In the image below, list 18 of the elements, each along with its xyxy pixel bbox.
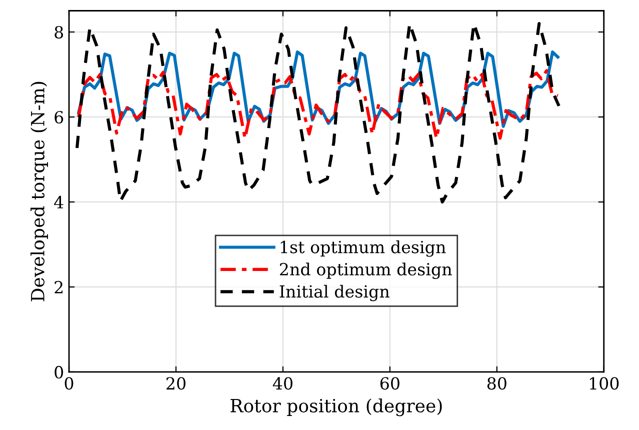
line-series [76, 22, 560, 204]
line-series [77, 69, 560, 140]
x-tick-label: 0 [64, 377, 74, 390]
x-tick-label: 40 [272, 377, 292, 390]
x-tick-label: 80 [487, 377, 506, 390]
y-tick-label: 0 [54, 366, 64, 379]
y-tick-label: 2 [54, 280, 63, 294]
y-tick-label: 6 [54, 110, 64, 124]
y-tick-label: 8 [54, 26, 64, 39]
x-tick-label: 20 [166, 377, 186, 390]
x-axis-title: Rotor position (degree) [230, 398, 442, 416]
legend-label: Initial design [280, 284, 390, 302]
legend-label: 2nd optimum design [280, 262, 452, 279]
x-tick-label: 60 [380, 377, 400, 390]
x-tick-label: 100 [590, 377, 619, 390]
legend-label: 1st optimum design [280, 240, 446, 257]
y-tick-label: 4 [54, 196, 64, 208]
y-axis-title: Developed torque (N-m) [30, 82, 48, 302]
